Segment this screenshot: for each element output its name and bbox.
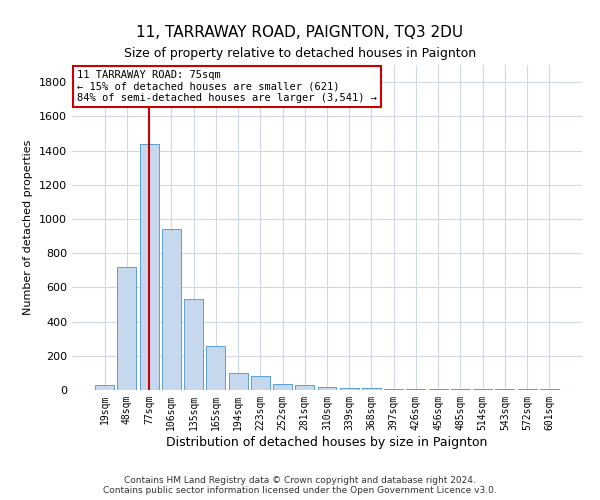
Bar (118, 267, 136, 390)
Bar (540, 389, 559, 390)
Text: 11 TARRAWAY ROAD: 75sqm
← 15% of detached houses are smaller (621)
84% of semi-d: 11 TARRAWAY ROAD: 75sqm ← 15% of detache… (77, 70, 377, 103)
Y-axis label: Number of detached properties: Number of detached properties (23, 140, 34, 315)
Bar (162, 229, 181, 390)
Bar (473, 389, 492, 390)
Text: Contains HM Land Registry data © Crown copyright and database right 2024.
Contai: Contains HM Land Registry data © Crown c… (103, 476, 497, 495)
Bar (340, 388, 359, 390)
Bar (496, 389, 514, 390)
Bar (140, 144, 158, 390)
X-axis label: Distribution of detached houses by size in Paignton: Distribution of detached houses by size … (166, 436, 488, 448)
Text: Size of property relative to detached houses in Paignton: Size of property relative to detached ho… (124, 48, 476, 60)
Bar (362, 388, 381, 390)
Bar (317, 386, 337, 390)
Text: 11, TARRAWAY ROAD, PAIGNTON, TQ3 2DU: 11, TARRAWAY ROAD, PAIGNTON, TQ3 2DU (136, 25, 464, 40)
Bar (384, 389, 403, 390)
Bar (518, 389, 536, 390)
Bar (184, 300, 203, 390)
Bar (406, 389, 425, 390)
Bar (95, 385, 114, 390)
Bar (229, 373, 248, 390)
Bar (251, 376, 270, 390)
Bar (295, 385, 314, 390)
Bar (273, 384, 292, 390)
Bar (429, 389, 448, 390)
Bar (451, 389, 470, 390)
Bar (206, 346, 225, 390)
